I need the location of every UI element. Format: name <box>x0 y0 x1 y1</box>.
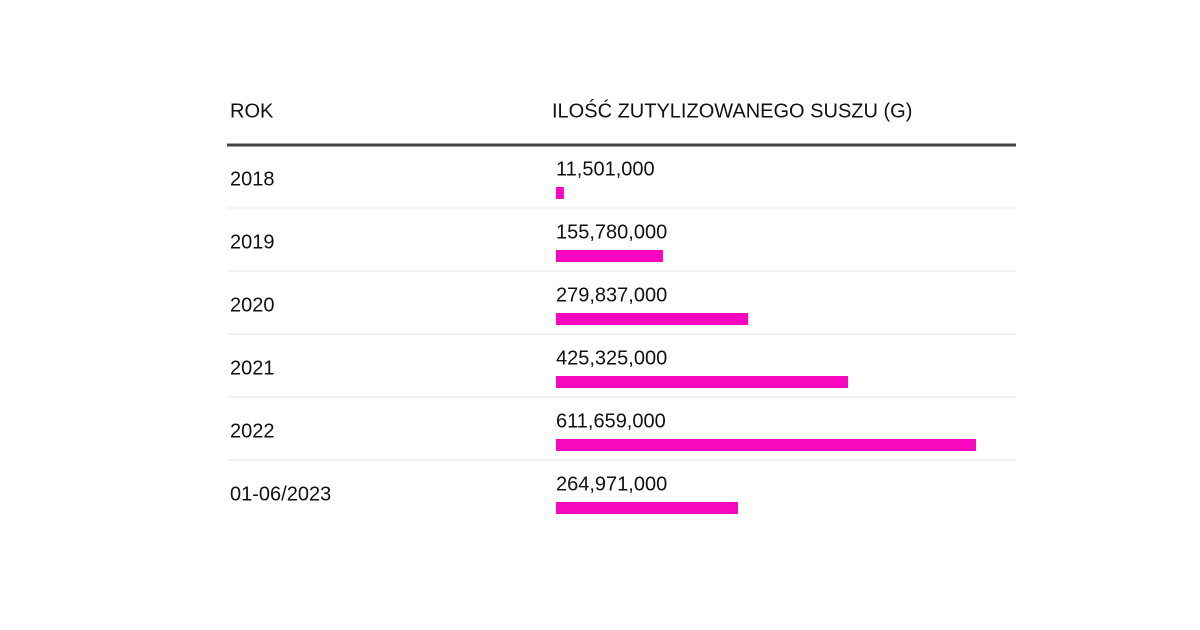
value-label: 611,659,000 <box>556 410 666 432</box>
value-label: 11,501,000 <box>556 158 655 180</box>
bar <box>556 250 663 262</box>
category-label: 2020 <box>230 294 275 316</box>
category-label: 2022 <box>230 420 275 442</box>
bar <box>556 313 749 325</box>
category-label: 2019 <box>230 231 275 253</box>
category-label: 2018 <box>230 168 275 190</box>
value-label: 155,780,000 <box>556 221 667 243</box>
category-header: ROK <box>230 100 274 122</box>
bar <box>556 502 738 514</box>
value-header: ILOŚĆ ZUTYLIZOWANEGO SUSZU (G) <box>552 98 912 122</box>
bar <box>556 187 564 199</box>
bar <box>556 439 976 451</box>
value-label: 264,971,000 <box>556 473 667 495</box>
category-label: 2021 <box>230 357 275 379</box>
value-label: 425,325,000 <box>556 347 667 369</box>
value-label: 279,837,000 <box>556 284 667 306</box>
category-label: 01-06/2023 <box>230 483 331 505</box>
bar <box>556 376 849 388</box>
